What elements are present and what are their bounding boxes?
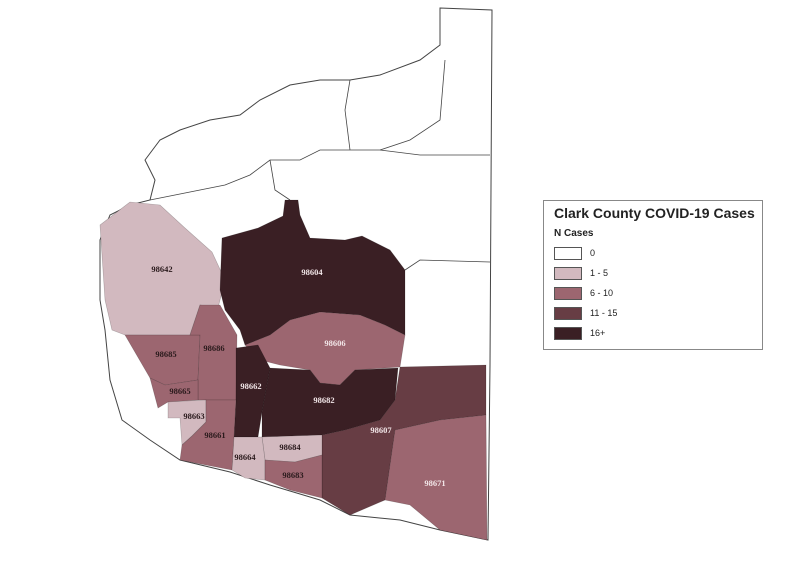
zip-label: 98664 bbox=[234, 452, 256, 462]
boundary-line bbox=[344, 79, 351, 151]
zip-label: 98683 bbox=[282, 470, 303, 480]
zip-label: 98642 bbox=[151, 264, 172, 274]
zip-label: 98663 bbox=[183, 411, 204, 421]
legend-item: 6 - 10 bbox=[554, 286, 613, 300]
zip-label: 98684 bbox=[279, 442, 301, 452]
boundary-line bbox=[269, 159, 291, 201]
zip-area-98683 bbox=[264, 454, 323, 499]
legend-item: 0 bbox=[554, 246, 595, 260]
boundary-line bbox=[149, 59, 446, 201]
zip-label: 98607 bbox=[370, 425, 392, 435]
zip-label: 98606 bbox=[324, 338, 345, 348]
legend-swatch bbox=[554, 326, 582, 340]
zip-label: 98604 bbox=[301, 267, 323, 277]
boundary-line bbox=[379, 149, 490, 156]
zip-label: 98662 bbox=[240, 381, 261, 391]
zip-label: 98682 bbox=[313, 395, 334, 405]
legend-label: 11 - 15 bbox=[590, 308, 618, 318]
legend-title: Clark County COVID-19 Cases bbox=[554, 205, 755, 221]
legend-swatch bbox=[554, 306, 582, 320]
zip-area-98671 bbox=[384, 414, 488, 541]
legend-subtitle: N Cases bbox=[554, 228, 594, 239]
legend-swatch bbox=[554, 246, 582, 260]
zip-area-98604 bbox=[219, 199, 406, 346]
zip-area-98661 bbox=[179, 399, 237, 471]
legend-label: 16+ bbox=[590, 328, 606, 338]
legend-label: 1 - 5 bbox=[590, 268, 609, 278]
zip-label: 98671 bbox=[424, 478, 445, 488]
legend-item: 11 - 15 bbox=[554, 306, 617, 320]
zip-label: 98661 bbox=[204, 430, 225, 440]
zip-label: 98665 bbox=[169, 386, 190, 396]
zip-area-98662 bbox=[233, 344, 271, 438]
legend-label: 0 bbox=[590, 248, 596, 258]
zip-area-98665 bbox=[149, 377, 199, 409]
legend: Clark County COVID-19 Cases N Cases 0 1 … bbox=[543, 200, 763, 350]
legend-swatch bbox=[554, 266, 582, 280]
legend-item: 16+ bbox=[554, 326, 605, 340]
boundary-line bbox=[404, 259, 491, 271]
legend-item: 1 - 5 bbox=[554, 266, 608, 280]
zip-label: 98686 bbox=[203, 343, 224, 353]
legend-swatch bbox=[554, 286, 582, 300]
zip-label: 98685 bbox=[155, 349, 176, 359]
legend-label: 6 - 10 bbox=[590, 288, 614, 298]
